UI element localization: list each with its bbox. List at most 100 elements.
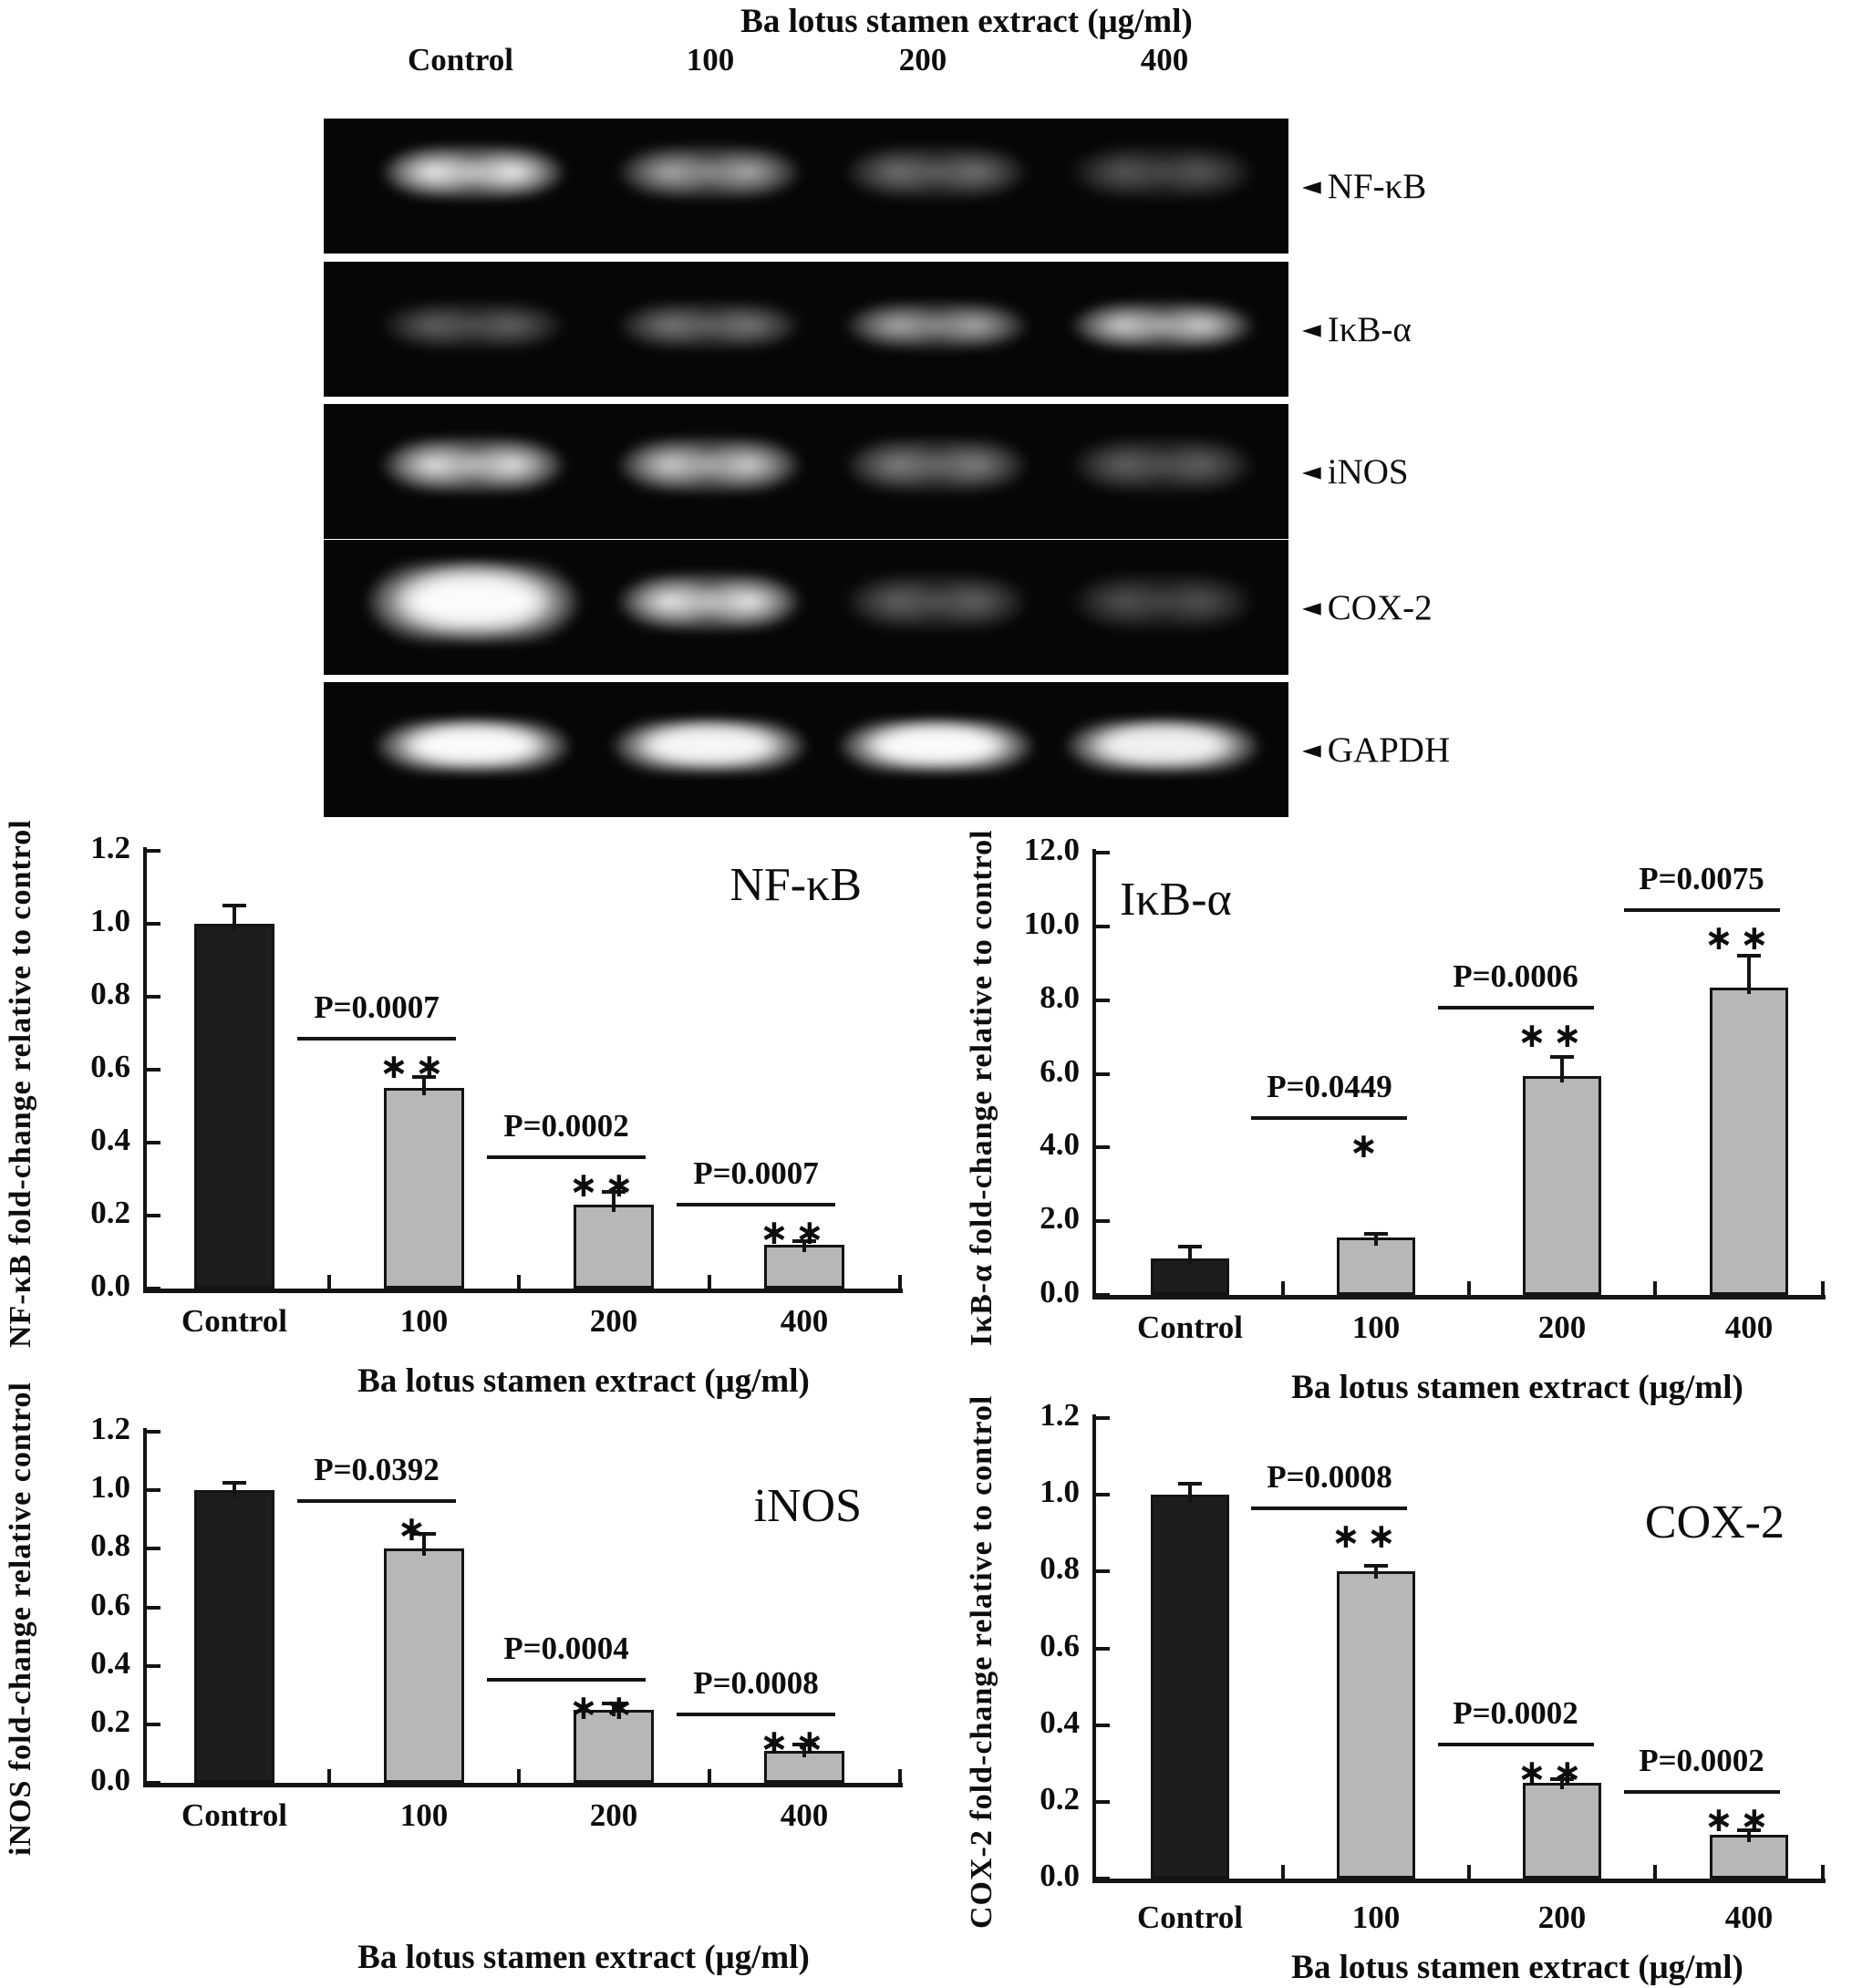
chart-title: IκB-α bbox=[1120, 874, 1232, 926]
y-axis-tick-label: 0.4 bbox=[90, 1122, 130, 1157]
bar-200 bbox=[574, 1710, 654, 1783]
gel-band bbox=[1064, 573, 1261, 631]
gel-lane-label: 400 bbox=[1140, 42, 1189, 78]
p-value-label: P=0.0075 bbox=[1639, 861, 1764, 896]
y-axis-tick-label: 6.0 bbox=[1040, 1053, 1080, 1089]
y-axis-tick bbox=[147, 1488, 160, 1492]
y-axis-tick-label: 1.0 bbox=[90, 903, 130, 938]
gel-row-label: ◄ IκB-α bbox=[1302, 305, 1412, 354]
significance-stars: ∗∗ bbox=[1517, 1752, 1588, 1792]
y-axis-tick-label: 0.2 bbox=[1040, 1781, 1080, 1817]
gel-band bbox=[1064, 145, 1261, 200]
gel-panel-row bbox=[324, 404, 1288, 539]
p-value-label: P=0.0008 bbox=[1267, 1459, 1392, 1495]
p-value-line bbox=[677, 1203, 835, 1206]
gel-band bbox=[368, 718, 578, 774]
gel-panel-row bbox=[324, 682, 1288, 817]
chart-ikba: 0.0 2.0 4.0 6.0 8.0 10.0 12.0 Control 100 200 400 P… bbox=[921, 821, 1852, 1406]
y-axis-tick-label: 0.4 bbox=[90, 1645, 130, 1681]
significance-stars: ∗∗ bbox=[379, 1046, 450, 1086]
x-category-label: 200 bbox=[589, 1797, 638, 1833]
y-axis-tick-label: 2.0 bbox=[1040, 1200, 1080, 1236]
y-axis-tick-label: 4.0 bbox=[1040, 1126, 1080, 1162]
significance-stars: ∗∗ bbox=[1704, 1799, 1775, 1839]
gel-row-label-text: COX-2 bbox=[1327, 587, 1433, 627]
y-axis-tick-label: 1.2 bbox=[90, 1411, 130, 1446]
y-axis-tick bbox=[147, 1141, 160, 1144]
y-axis-tick-label: 8.0 bbox=[1040, 979, 1080, 1015]
x-category-label: 200 bbox=[1537, 1310, 1587, 1345]
gel-band bbox=[1064, 301, 1261, 350]
y-axis-tick-label: 12.0 bbox=[1023, 832, 1080, 867]
p-value-line bbox=[1438, 1743, 1594, 1746]
y-axis-tick-label: 0.6 bbox=[90, 1049, 130, 1084]
y-axis-tick-label: 10.0 bbox=[1023, 906, 1080, 941]
y-axis-tick bbox=[147, 849, 160, 853]
error-bar-cap bbox=[1178, 1482, 1202, 1486]
gel-band bbox=[838, 437, 1035, 493]
error-bar-cap bbox=[1364, 1232, 1388, 1236]
x-category-label: 200 bbox=[1537, 1900, 1587, 1935]
y-axis-tick bbox=[1096, 851, 1110, 854]
p-value-line bbox=[487, 1155, 646, 1159]
x-category-label: Control bbox=[1136, 1310, 1244, 1345]
y-axis-tick-label: 0.8 bbox=[90, 1527, 130, 1563]
gel-row-label: ◄ COX-2 bbox=[1302, 583, 1433, 632]
y-axis-tick-label: 0.4 bbox=[1040, 1704, 1080, 1740]
y-axis-tick bbox=[1096, 1293, 1110, 1297]
y-axis-tick bbox=[1096, 1493, 1110, 1496]
gel-band bbox=[1058, 718, 1267, 774]
significance-stars: ∗∗ bbox=[569, 1687, 640, 1727]
y-axis-title: NF-κB fold-change relative to control bbox=[4, 819, 37, 1348]
chart-cox2: 0.0 0.2 0.4 0.6 0.8 1.0 1.2 Control 100 200 400 P=0… bbox=[921, 1395, 1852, 1988]
band-marker-arrow-icon: ◄ bbox=[1302, 171, 1321, 201]
chart-title: NF-κB bbox=[729, 859, 862, 911]
y-axis-tick bbox=[147, 1781, 160, 1785]
gel-band bbox=[838, 145, 1035, 200]
x-category-label: 400 bbox=[780, 1303, 829, 1339]
error-bar-cap bbox=[792, 1239, 816, 1243]
x-axis-tick bbox=[1467, 1865, 1471, 1879]
y-axis-tick bbox=[147, 922, 160, 926]
bar-100 bbox=[384, 1088, 464, 1289]
gel-treatment-title: Ba lotus stamen extract (μg/ml) bbox=[740, 3, 1193, 40]
gel-row-label-text: iNOS bbox=[1327, 451, 1409, 492]
y-axis-tick-label: 1.2 bbox=[90, 830, 130, 865]
p-value-label: P=0.0004 bbox=[503, 1631, 629, 1666]
x-category-label: 400 bbox=[1724, 1900, 1774, 1935]
y-axis-tick-label: 1.0 bbox=[1040, 1474, 1080, 1509]
error-bar-stem bbox=[612, 1703, 616, 1716]
y-axis-tick bbox=[1096, 1800, 1110, 1804]
x-category-label: 100 bbox=[399, 1303, 449, 1339]
gel-panel-row bbox=[324, 540, 1288, 675]
y-axis-tick bbox=[1096, 1416, 1110, 1420]
error-bar-cap bbox=[1550, 1055, 1574, 1059]
error-bar-cap bbox=[792, 1743, 816, 1746]
x-axis-title: Ba lotus stamen extract (μg/ml) bbox=[357, 1939, 810, 1976]
y-axis-tick bbox=[1096, 1877, 1110, 1880]
x-category-label: 100 bbox=[1351, 1900, 1401, 1935]
bar-control bbox=[1151, 1495, 1229, 1879]
error-bar-stem bbox=[1374, 1566, 1378, 1579]
y-axis-title: IκB-α fold-change relative to control bbox=[965, 829, 998, 1346]
y-axis-tick-label: 0.6 bbox=[1040, 1628, 1080, 1663]
error-bar-stem bbox=[1747, 956, 1751, 994]
error-bar-cap bbox=[412, 1532, 436, 1536]
bar-control bbox=[194, 1490, 274, 1783]
x-axis-line bbox=[143, 1289, 903, 1293]
y-axis-tick bbox=[147, 1606, 160, 1610]
x-category-label: 400 bbox=[1724, 1310, 1774, 1345]
x-axis-tick bbox=[1653, 1281, 1657, 1295]
error-bar-stem bbox=[1560, 1779, 1564, 1789]
error-bar-stem bbox=[233, 906, 236, 931]
x-axis-tick bbox=[517, 1769, 521, 1783]
gel-band bbox=[358, 560, 588, 644]
error-bar-cap bbox=[222, 904, 246, 907]
x-axis-tick bbox=[1821, 1281, 1825, 1295]
significance-stars: ∗ bbox=[1349, 1125, 1385, 1165]
gel-band bbox=[375, 301, 572, 350]
x-axis-tick bbox=[1281, 1281, 1285, 1295]
p-value-label: P=0.0008 bbox=[693, 1665, 819, 1701]
x-category-label: Control bbox=[181, 1303, 288, 1339]
